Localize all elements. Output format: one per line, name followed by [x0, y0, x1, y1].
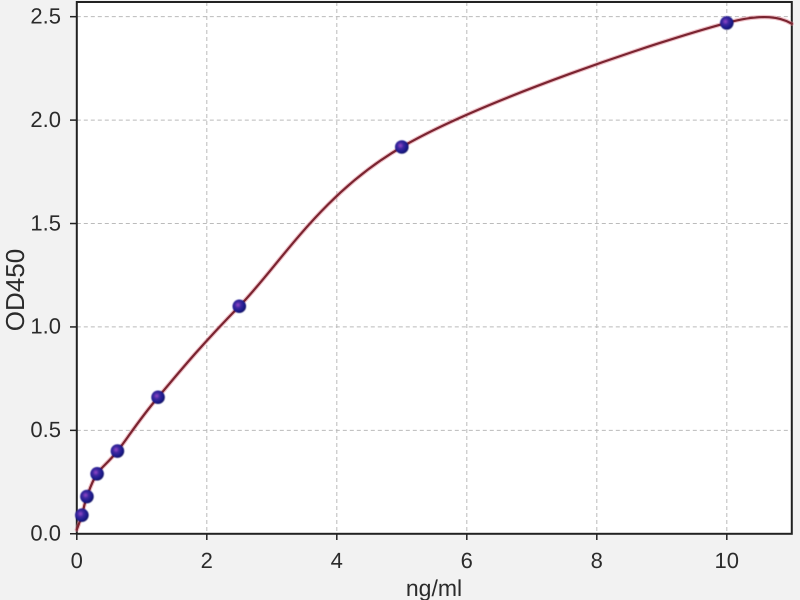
svg-text:OD450: OD450 — [0, 249, 30, 331]
svg-text:1.0: 1.0 — [30, 314, 61, 339]
svg-text:0.0: 0.0 — [30, 521, 61, 546]
svg-text:8: 8 — [591, 548, 603, 573]
svg-text:0.5: 0.5 — [30, 417, 61, 442]
svg-text:6: 6 — [461, 548, 473, 573]
svg-text:2: 2 — [201, 548, 213, 573]
svg-text:1.5: 1.5 — [30, 210, 61, 235]
svg-text:10: 10 — [715, 548, 739, 573]
svg-text:0: 0 — [71, 548, 83, 573]
svg-text:2.5: 2.5 — [30, 4, 61, 29]
svg-text:4: 4 — [331, 548, 343, 573]
svg-text:2.0: 2.0 — [30, 107, 61, 132]
svg-text:ng/ml: ng/ml — [406, 575, 462, 600]
